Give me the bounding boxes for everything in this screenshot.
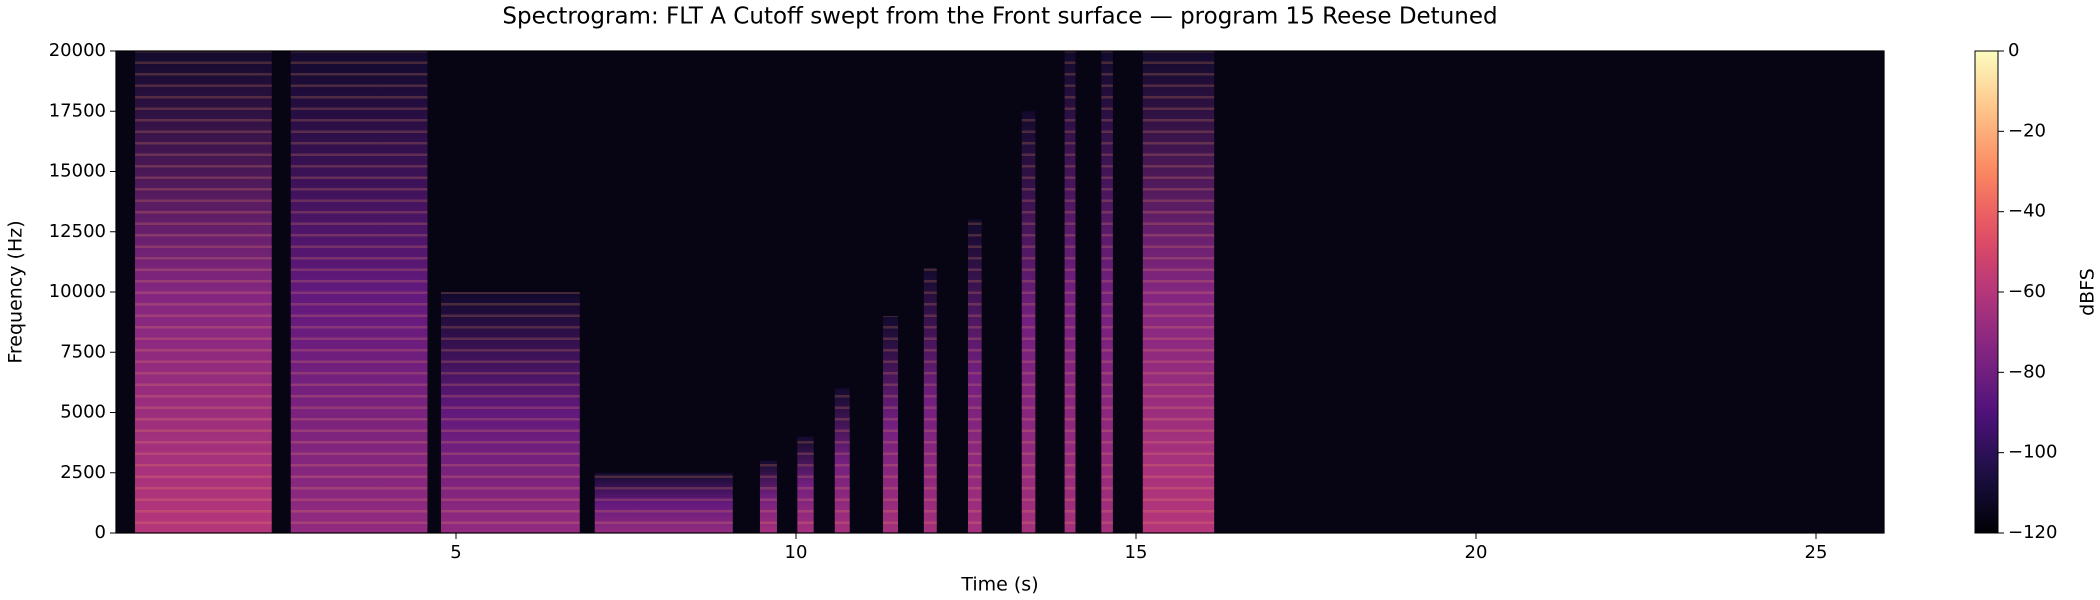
harmonic-lines (1021, 111, 1036, 533)
y-tick-label: 12500 (49, 221, 106, 242)
x-tick-label: 25 (1805, 542, 1828, 563)
x-axis-label: Time (s) (960, 574, 1038, 596)
harmonic-lines (1101, 51, 1113, 533)
harmonic-lines (968, 219, 982, 533)
colorbar-tick-label: −120 (2008, 522, 2057, 543)
y-tick-label: 10000 (49, 281, 106, 302)
harmonic-lines (923, 267, 937, 533)
y-tick-label: 17500 (49, 100, 106, 121)
y-tick-label: 20000 (49, 40, 106, 61)
harmonic-lines (1142, 51, 1215, 533)
colorbar-tick-label: −100 (2008, 442, 2057, 463)
colorbar-tick-label: −60 (2008, 281, 2046, 302)
harmonic-lines (797, 436, 814, 533)
harmonic-lines (883, 316, 898, 533)
x-tick-label: 15 (1125, 542, 1148, 563)
colorbar-tick-label: −20 (2008, 120, 2046, 141)
y-tick-label: 15000 (49, 161, 106, 182)
colorbar-tick-label: 0 (2008, 40, 2019, 61)
colorbar (1974, 50, 1999, 534)
y-tick-label: 0 (95, 522, 106, 543)
harmonic-lines (594, 472, 733, 533)
colorbar-tick-label: −80 (2008, 361, 2046, 382)
harmonic-lines (135, 51, 272, 533)
harmonic-lines (1064, 51, 1076, 533)
harmonic-lines (834, 388, 850, 533)
y-axis-label: Frequency (Hz) (5, 220, 27, 363)
x-tick-label: 5 (450, 542, 461, 563)
x-tick-label: 10 (785, 542, 808, 563)
colorbar-tick-label: −40 (2008, 201, 2046, 222)
y-tick-label: 7500 (60, 341, 106, 362)
x-tick-label: 20 (1465, 542, 1488, 563)
chart-title: Spectrogram: FLT A Cutoff swept from the… (502, 4, 1497, 30)
harmonic-lines (759, 460, 777, 533)
colorbar-label: dBFS (2077, 268, 2099, 316)
y-tick-label: 2500 (60, 462, 106, 483)
harmonic-lines (290, 51, 428, 533)
y-tick-label: 5000 (60, 402, 106, 423)
harmonic-lines (441, 292, 580, 533)
